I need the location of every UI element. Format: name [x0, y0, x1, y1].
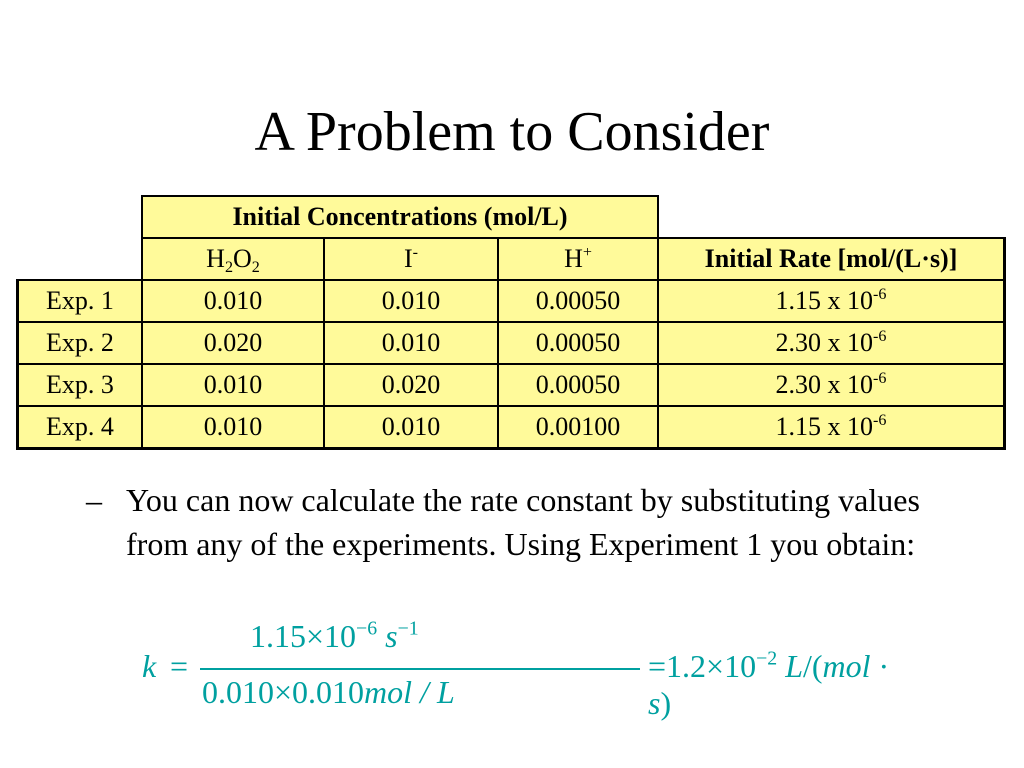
table-header-row-1: Initial Concentrations (mol/L)	[17, 195, 1005, 239]
slide-title: A Problem to Consider	[254, 101, 770, 163]
formula-numerator: 1.15×10−6 s−1	[250, 617, 419, 654]
cell-h2o2: 0.010	[141, 405, 325, 450]
bullet-dash: –	[86, 482, 102, 518]
formula-denominator: 0.010×0.010mol / L	[202, 674, 455, 710]
cell-hplus: 0.00050	[497, 363, 659, 407]
bullet-point: – You can now calculate the rate constan…	[86, 478, 926, 566]
cell-rate: 2.30 x 10-6	[657, 321, 1006, 365]
column-header-initial-rate: Initial Rate [mol/(L·s)]	[657, 237, 1006, 281]
rate-data-table: Initial Concentrations (mol/L) H2O2 I- H…	[16, 195, 1006, 450]
fraction-bar	[200, 668, 640, 670]
formula-k: k	[142, 648, 157, 684]
group-header-initial-concentrations: Initial Concentrations (mol/L)	[141, 195, 659, 239]
table-blank-top-right	[657, 196, 1005, 238]
table-row: Exp. 3 0.010 0.020 0.00050 2.30 x 10-6	[16, 363, 1006, 407]
bullet-text: You can now calculate the rate constant …	[126, 482, 920, 562]
column-header-h2o2: H2O2	[141, 237, 325, 281]
cell-h2o2: 0.010	[141, 279, 325, 323]
cell-iodide: 0.010	[323, 321, 499, 365]
cell-h2o2: 0.010	[141, 363, 325, 407]
row-label: Exp. 1	[16, 279, 143, 323]
cell-iodide: 0.010	[323, 279, 499, 323]
cell-hplus: 0.00050	[497, 279, 659, 323]
column-header-iodide: I-	[323, 237, 499, 281]
table-row: Exp. 2 0.020 0.010 0.00050 2.30 x 10-6	[16, 321, 1006, 365]
cell-rate: 1.15 x 10-6	[657, 405, 1006, 450]
table-row: Exp. 1 0.010 0.010 0.00050 1.15 x 10-6	[16, 279, 1006, 323]
formula-equals: =	[170, 648, 189, 684]
table-header-row-2: H2O2 I- H+ Initial Rate [mol/(L·s)]	[17, 237, 1006, 281]
table-blank-left	[17, 238, 142, 280]
cell-hplus: 0.00100	[497, 405, 659, 450]
table-blank-corner	[17, 196, 142, 238]
cell-h2o2: 0.020	[141, 321, 325, 365]
table-row: Exp. 4 0.010 0.010 0.00100 1.15 x 10-6	[16, 405, 1006, 450]
cell-rate: 1.15 x 10-6	[657, 279, 1006, 323]
formula-result: =1.2×10−2 L/(mol · s)	[648, 647, 890, 721]
rate-constant-formula: k = 1.15×10−6 s−1 0.010×0.010mol / L =1.…	[140, 617, 900, 721]
cell-iodide: 0.020	[323, 363, 499, 407]
row-label: Exp. 3	[16, 363, 143, 407]
cell-iodide: 0.010	[323, 405, 499, 450]
row-label: Exp. 4	[16, 405, 143, 450]
row-label: Exp. 2	[16, 321, 143, 365]
column-header-hplus: H+	[497, 237, 659, 281]
cell-rate: 2.30 x 10-6	[657, 363, 1006, 407]
cell-hplus: 0.00050	[497, 321, 659, 365]
